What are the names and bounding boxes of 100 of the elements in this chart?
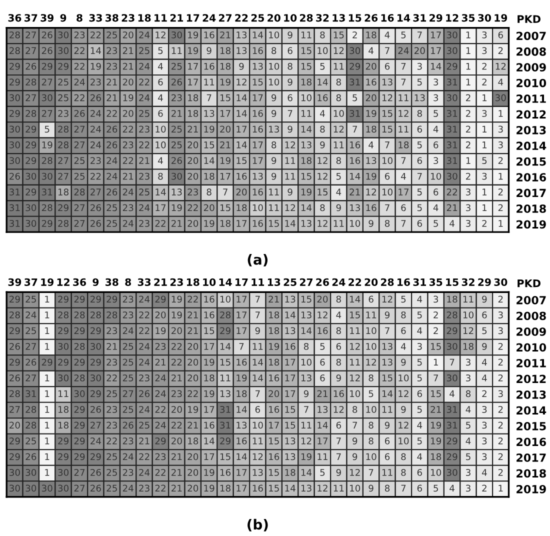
data-label: 10: [269, 62, 280, 70]
data-label: 17: [236, 220, 247, 227]
data-label: 13: [236, 31, 247, 38]
data-label: 3: [466, 204, 470, 212]
data-label: 27: [74, 468, 85, 476]
data-label: 10: [350, 390, 360, 398]
x-tick-label: 20: [268, 14, 280, 22]
data-label: 10: [366, 342, 376, 350]
x-tick-label: 32: [316, 14, 329, 22]
data-label: 3: [466, 374, 470, 382]
data-label: 9: [384, 422, 390, 429]
data-label: 18: [58, 188, 68, 196]
data-label: 15: [301, 62, 312, 70]
data-label: 6: [401, 327, 406, 334]
data-label: 18: [188, 94, 198, 102]
data-label: 23: [106, 327, 117, 334]
data-label: 24: [90, 437, 102, 444]
data-label: 4: [368, 142, 374, 148]
data-label: 1: [45, 406, 50, 413]
data-label: 15: [301, 47, 312, 54]
data-label: 23: [122, 468, 134, 476]
data-label: 30: [446, 31, 458, 38]
data-label: 27: [26, 47, 36, 54]
data-label: 6: [384, 62, 390, 70]
x-tick-label: 23: [122, 14, 134, 22]
data-label: 17: [252, 94, 263, 102]
data-label: 5: [44, 126, 50, 133]
data-label: 21: [172, 110, 182, 117]
data-label: 23: [106, 422, 117, 429]
x-tick-label: 18: [138, 14, 151, 22]
data-label: 27: [58, 157, 68, 164]
data-label: 11: [334, 484, 344, 492]
data-label: 21: [317, 390, 328, 398]
data-label: 3: [466, 220, 470, 227]
x-tick-label: 19: [494, 14, 508, 22]
data-label: 27: [74, 141, 85, 148]
data-label: 10: [366, 453, 376, 460]
x-tick-label: 12: [446, 14, 458, 22]
data-label: 21: [122, 62, 134, 70]
data-label: 21: [220, 141, 230, 148]
x-tick-label: 39: [40, 14, 54, 22]
data-label: 5: [434, 110, 438, 117]
data-label: 20: [122, 31, 134, 38]
data-label: 9: [336, 374, 341, 382]
data-label: 22: [106, 437, 117, 444]
data-label: 26: [74, 110, 85, 117]
data-label: 3: [482, 406, 487, 413]
data-label: 29: [10, 78, 20, 86]
data-label: 5: [368, 390, 374, 398]
data-label: 25: [122, 342, 134, 350]
data-label: 13: [382, 358, 392, 366]
data-label: 11: [350, 358, 360, 366]
data-label: 15: [269, 220, 279, 227]
data-label: 6: [417, 220, 422, 227]
data-label: 15: [220, 94, 230, 102]
data-label: 6: [482, 311, 487, 318]
data-label: 30: [90, 374, 101, 382]
data-label: 19: [269, 342, 280, 350]
data-label: 28: [10, 31, 20, 38]
data-label: 26: [42, 47, 52, 54]
data-label: 2: [466, 126, 470, 133]
x-tick-label: 22: [348, 278, 362, 286]
data-label: 18: [285, 468, 296, 476]
data-label: 25: [26, 327, 36, 334]
data-label: 23: [90, 78, 101, 86]
data-label: 3: [434, 296, 438, 303]
data-label: 26: [122, 422, 134, 429]
data-label: 21: [430, 406, 441, 413]
data-label: 11: [172, 47, 182, 54]
data-label: 30: [26, 468, 36, 476]
data-label: 24: [155, 422, 166, 429]
data-label: 12: [382, 94, 392, 102]
x-tick-label: 18: [186, 278, 200, 286]
data-label: 10: [269, 31, 280, 38]
data-label: 18: [463, 342, 474, 350]
data-label: 10: [382, 157, 392, 164]
data-label: 17: [236, 327, 247, 334]
data-label: 13: [236, 422, 247, 429]
data-label: 9: [288, 31, 292, 38]
data-label: 25: [122, 374, 134, 382]
data-label: 18: [301, 157, 312, 164]
data-label: 30: [446, 374, 458, 382]
data-label: 21: [172, 220, 182, 227]
data-label: 28: [42, 157, 52, 164]
data-label: 23: [106, 62, 117, 70]
data-label: 8: [401, 311, 406, 318]
data-label: 12: [398, 390, 408, 398]
data-label: 27: [74, 484, 85, 492]
data-label: 7: [352, 422, 357, 429]
data-label: 30: [172, 31, 182, 38]
data-label: 15: [301, 172, 312, 180]
data-label: 20: [188, 358, 198, 366]
data-label: 12: [318, 157, 328, 164]
data-label: 10: [350, 220, 360, 227]
data-label: 29: [26, 141, 36, 148]
data-label: 13: [285, 327, 296, 334]
data-label: 10: [252, 422, 263, 429]
data-label: 18: [204, 172, 214, 180]
data-label: 29: [74, 358, 85, 366]
data-label: 12: [156, 31, 166, 38]
